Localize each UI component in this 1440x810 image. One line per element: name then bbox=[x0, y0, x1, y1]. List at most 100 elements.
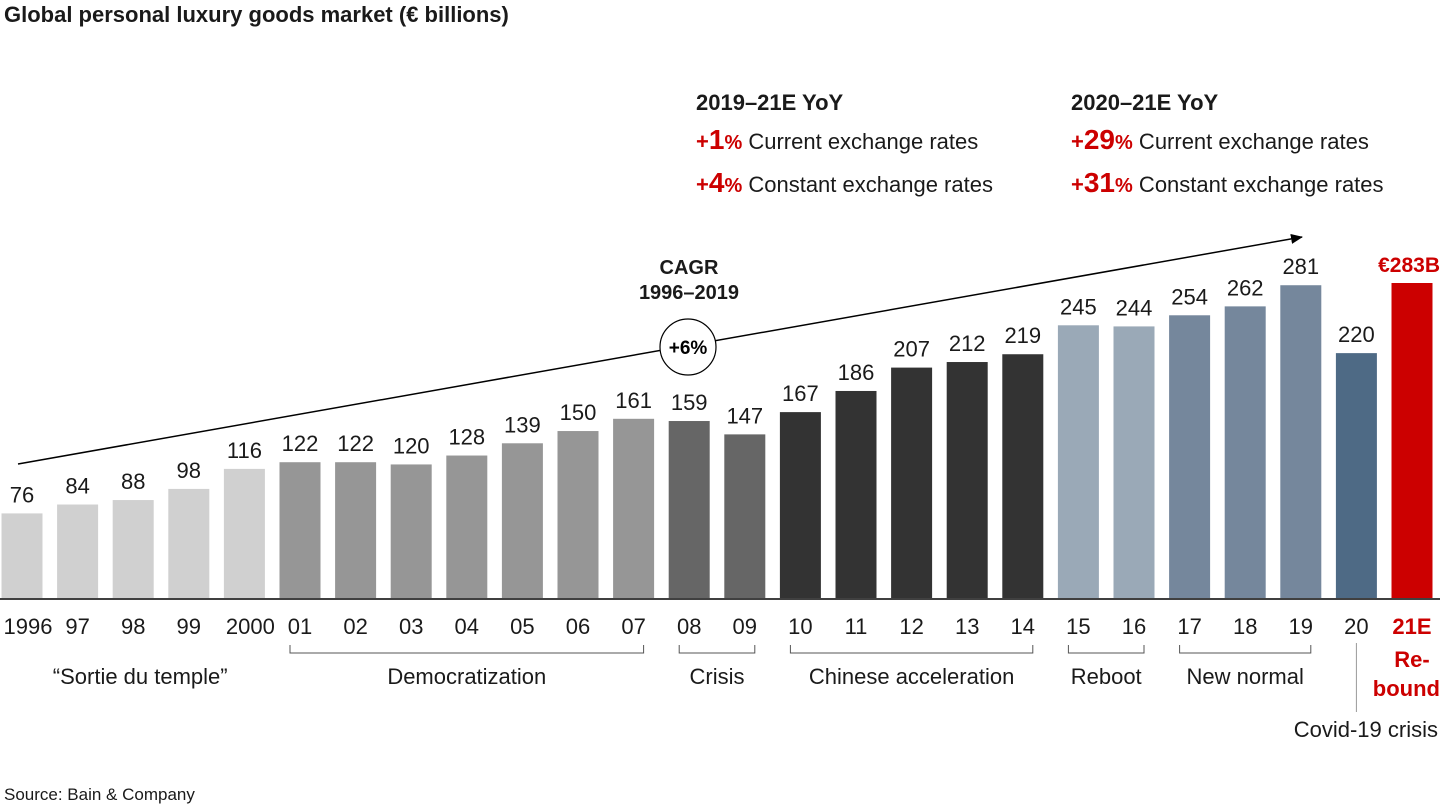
yoy-row: +1% Current exchange rates bbox=[696, 124, 993, 167]
bar-06 bbox=[557, 431, 599, 598]
value-label-05: 139 bbox=[504, 412, 541, 437]
yoy-percent-sign: % bbox=[1115, 175, 1133, 197]
bar-03 bbox=[390, 464, 432, 598]
bar-19 bbox=[1280, 285, 1322, 598]
bar-05 bbox=[501, 443, 543, 598]
bar-2000 bbox=[223, 468, 265, 598]
x-tick-label-99: 99 bbox=[177, 614, 201, 639]
yoy-2020-2021-block: 2020–21E YoY +29% Current exchange rates +… bbox=[1071, 90, 1384, 210]
x-tick-label-11: 11 bbox=[845, 614, 868, 639]
value-label-11: 186 bbox=[838, 360, 875, 385]
bar-98 bbox=[112, 500, 154, 598]
x-tick-label-97: 97 bbox=[65, 614, 89, 639]
x-tick-label-98: 98 bbox=[121, 614, 145, 639]
x-tick-label-04: 04 bbox=[455, 614, 479, 639]
x-tick-label-1996: 1996 bbox=[4, 614, 53, 639]
value-label-18: 262 bbox=[1227, 275, 1264, 300]
value-label-16: 244 bbox=[1116, 295, 1153, 320]
bar-15 bbox=[1057, 325, 1099, 598]
yoy-sign: + bbox=[696, 129, 709, 154]
bar-08 bbox=[668, 421, 710, 598]
x-tick-label-17: 17 bbox=[1177, 614, 1201, 639]
bar-12 bbox=[891, 367, 933, 598]
yoy-sign: + bbox=[1071, 172, 1084, 197]
x-tick-label-12: 12 bbox=[899, 614, 923, 639]
x-tick-label-2000: 2000 bbox=[226, 614, 275, 639]
yoy-label: Current exchange rates bbox=[742, 129, 979, 154]
x-tick-label-20: 20 bbox=[1344, 614, 1368, 639]
value-label-01: 122 bbox=[282, 431, 319, 456]
x-tick-label-05: 05 bbox=[510, 614, 534, 639]
x-tick-label-09: 09 bbox=[733, 614, 757, 639]
bar-14 bbox=[1002, 354, 1044, 598]
value-label-14: 219 bbox=[1004, 323, 1041, 348]
bar-16 bbox=[1113, 326, 1155, 598]
x-tick-label-03: 03 bbox=[399, 614, 423, 639]
x-tick-label-10: 10 bbox=[788, 614, 812, 639]
bar-97 bbox=[57, 504, 99, 598]
period-label: Reboot bbox=[1071, 664, 1142, 689]
period-label: Chinese acceleration bbox=[809, 664, 1014, 689]
value-label-20: 220 bbox=[1338, 322, 1375, 347]
x-tick-label-06: 06 bbox=[566, 614, 590, 639]
period-label: Crisis bbox=[690, 664, 745, 689]
yoy-sign: + bbox=[1071, 129, 1084, 154]
value-label-17: 254 bbox=[1171, 284, 1208, 309]
yoy-row: +29% Current exchange rates bbox=[1071, 124, 1384, 167]
cagr-label-line2: 1996–2019 bbox=[638, 282, 740, 304]
value-label-2000: 116 bbox=[227, 438, 262, 463]
x-tick-label-08: 08 bbox=[677, 614, 701, 639]
x-tick-label-01: 01 bbox=[288, 614, 312, 639]
x-tick-label-02: 02 bbox=[343, 614, 367, 639]
yoy-percent-sign: % bbox=[1115, 132, 1133, 154]
yoy-row: +4% Constant exchange rates bbox=[696, 167, 993, 210]
period-bracket-1 bbox=[289, 645, 645, 654]
value-label-12: 207 bbox=[893, 337, 930, 362]
value-label-02: 122 bbox=[337, 431, 374, 456]
x-tick-label-14: 14 bbox=[1011, 614, 1035, 639]
value-label-97: 84 bbox=[65, 474, 89, 499]
x-tick-label-19: 19 bbox=[1289, 614, 1313, 639]
x-tick-label-15: 15 bbox=[1066, 614, 1090, 639]
period-bracket-3 bbox=[789, 645, 1034, 654]
bar-1996 bbox=[1, 513, 43, 598]
cagr-circle bbox=[659, 318, 717, 376]
yoy-2019-2021-block: 2019–21E YoY +1% Current exchange rates +4… bbox=[696, 90, 993, 210]
value-label-1996: 76 bbox=[10, 482, 34, 507]
source-note: Source: Bain & Company bbox=[4, 785, 195, 804]
period-bracket-5 bbox=[1179, 645, 1312, 654]
bar-02 bbox=[335, 462, 377, 598]
cagr-label-line1: CAGR bbox=[659, 257, 719, 279]
value-label-06: 150 bbox=[560, 400, 597, 425]
yoy-heading: 2020–21E YoY bbox=[1071, 90, 1219, 115]
value-label-08: 159 bbox=[671, 390, 708, 415]
chart-title: Global personal luxury goods market (€ b… bbox=[4, 2, 509, 27]
x-tick-label-07: 07 bbox=[621, 614, 645, 639]
bar-20 bbox=[1335, 353, 1377, 598]
x-tick-label-13: 13 bbox=[955, 614, 979, 639]
period-label: New normal bbox=[1187, 664, 1304, 689]
x-tick-label-21E: 21E bbox=[1392, 614, 1431, 639]
x-tick-label-16: 16 bbox=[1122, 614, 1146, 639]
bar-09 bbox=[724, 434, 766, 598]
bar-01 bbox=[279, 462, 321, 598]
value-label-13: 212 bbox=[949, 331, 986, 356]
yoy-label: Constant exchange rates bbox=[742, 172, 993, 197]
cagr-label: CAGR 1996–2019 bbox=[626, 256, 752, 306]
value-label-03: 120 bbox=[393, 433, 430, 458]
value-label-19: 281 bbox=[1282, 254, 1319, 279]
yoy-value: 4 bbox=[708, 167, 725, 198]
value-label-15: 245 bbox=[1060, 294, 1097, 319]
yoy-percent-sign: % bbox=[724, 175, 743, 197]
period-label: Democratization bbox=[387, 664, 546, 689]
bar-04 bbox=[446, 455, 488, 598]
bar-11 bbox=[835, 390, 877, 598]
value-label-10: 167 bbox=[782, 381, 819, 406]
value-label-98: 88 bbox=[121, 469, 145, 494]
yoy-row: +31% Constant exchange rates bbox=[1071, 167, 1384, 210]
value-label-99: 98 bbox=[177, 458, 201, 483]
value-label-07: 161 bbox=[615, 388, 652, 413]
yoy-percent-sign: % bbox=[724, 132, 743, 154]
bar-10 bbox=[779, 412, 821, 598]
